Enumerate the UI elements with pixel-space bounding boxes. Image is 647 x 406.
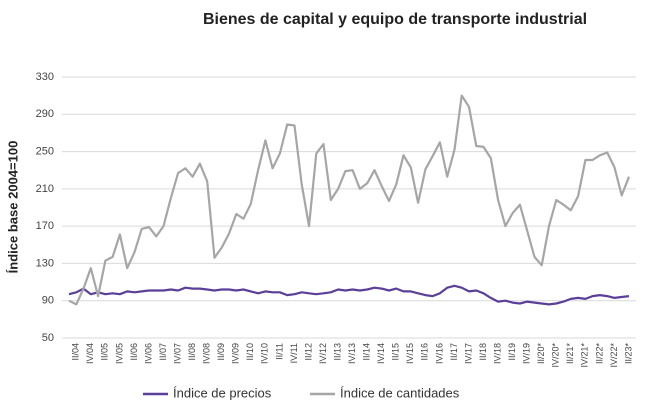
x-tick-label: II/07 — [158, 343, 168, 361]
y-tick-label: 330 — [36, 71, 54, 83]
x-tick-label: IV/17 — [463, 343, 473, 364]
x-tick-label: II/15 — [391, 343, 401, 361]
series-line — [68, 94, 631, 306]
x-tick-label: II/12 — [303, 343, 313, 361]
x-tick-label: II/05 — [100, 343, 110, 361]
series-line — [68, 284, 630, 306]
x-tick-label: II/11 — [274, 343, 284, 360]
y-tick-label: 170 — [36, 220, 54, 232]
x-tick-label: IV/16 — [434, 343, 444, 364]
y-tick-label: 210 — [36, 183, 54, 195]
x-tick-label: II/10 — [245, 343, 255, 361]
legend-label: Índice de cantidades — [340, 385, 460, 400]
x-tick-label: IV/07 — [172, 343, 182, 364]
x-tick-label: IV/06 — [143, 343, 153, 364]
y-tick-label: 250 — [36, 145, 54, 157]
x-tick-label: II/23* — [623, 343, 633, 365]
x-tick-label: II/17 — [449, 343, 459, 361]
x-tick-label: IV/13 — [347, 343, 357, 364]
x-tick-label: II/19 — [507, 343, 517, 361]
x-tick-label: IV/11 — [289, 343, 299, 363]
x-tick-label: IV/19 — [522, 343, 532, 364]
x-tick-label: II/20* — [536, 343, 546, 365]
x-tick-label: II/14 — [362, 343, 372, 361]
x-tick-label: IV/04 — [85, 343, 95, 364]
x-tick-label: IV/10 — [260, 343, 270, 364]
y-axis-label: Índice base 2004=100 — [5, 141, 20, 274]
x-tick-label: IV/14 — [376, 343, 386, 364]
x-tick-label: II/21* — [565, 343, 575, 365]
x-tick-label: II/13 — [332, 343, 342, 361]
chart-title: Bienes de capital y equipo de transporte… — [203, 11, 587, 28]
x-tick-label: II/08 — [187, 343, 197, 361]
x-tick-label: IV/09 — [231, 343, 241, 364]
y-tick-label: 90 — [42, 295, 54, 307]
x-tick-label: IV/12 — [318, 343, 328, 364]
x-tick-label: II/16 — [420, 343, 430, 361]
y-tick-label: 130 — [36, 257, 54, 269]
x-tick-label: IV/22* — [609, 343, 619, 368]
x-tick-label: IV/08 — [202, 343, 212, 364]
x-tick-label: II/22* — [594, 343, 604, 365]
x-tick-label: II/09 — [216, 343, 226, 361]
x-tick-label: IV/05 — [114, 343, 124, 364]
x-tick-label: II/18 — [478, 343, 488, 361]
y-tick-label: 50 — [42, 332, 54, 344]
x-tick-label: IV/15 — [405, 343, 415, 364]
y-tick-label: 290 — [36, 108, 54, 120]
x-tick-label: IV/18 — [492, 343, 502, 364]
x-tick-label: IV/21* — [580, 343, 590, 368]
x-tick-label: II/04 — [71, 343, 81, 361]
x-tick-label: IV/20* — [551, 343, 561, 368]
legend-label: Índice de precios — [173, 385, 272, 400]
x-tick-label: II/06 — [129, 343, 139, 361]
